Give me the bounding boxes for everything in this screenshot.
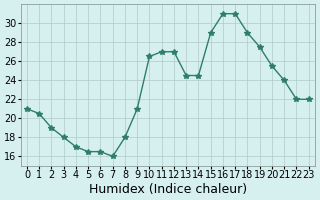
X-axis label: Humidex (Indice chaleur): Humidex (Indice chaleur) bbox=[89, 183, 247, 196]
